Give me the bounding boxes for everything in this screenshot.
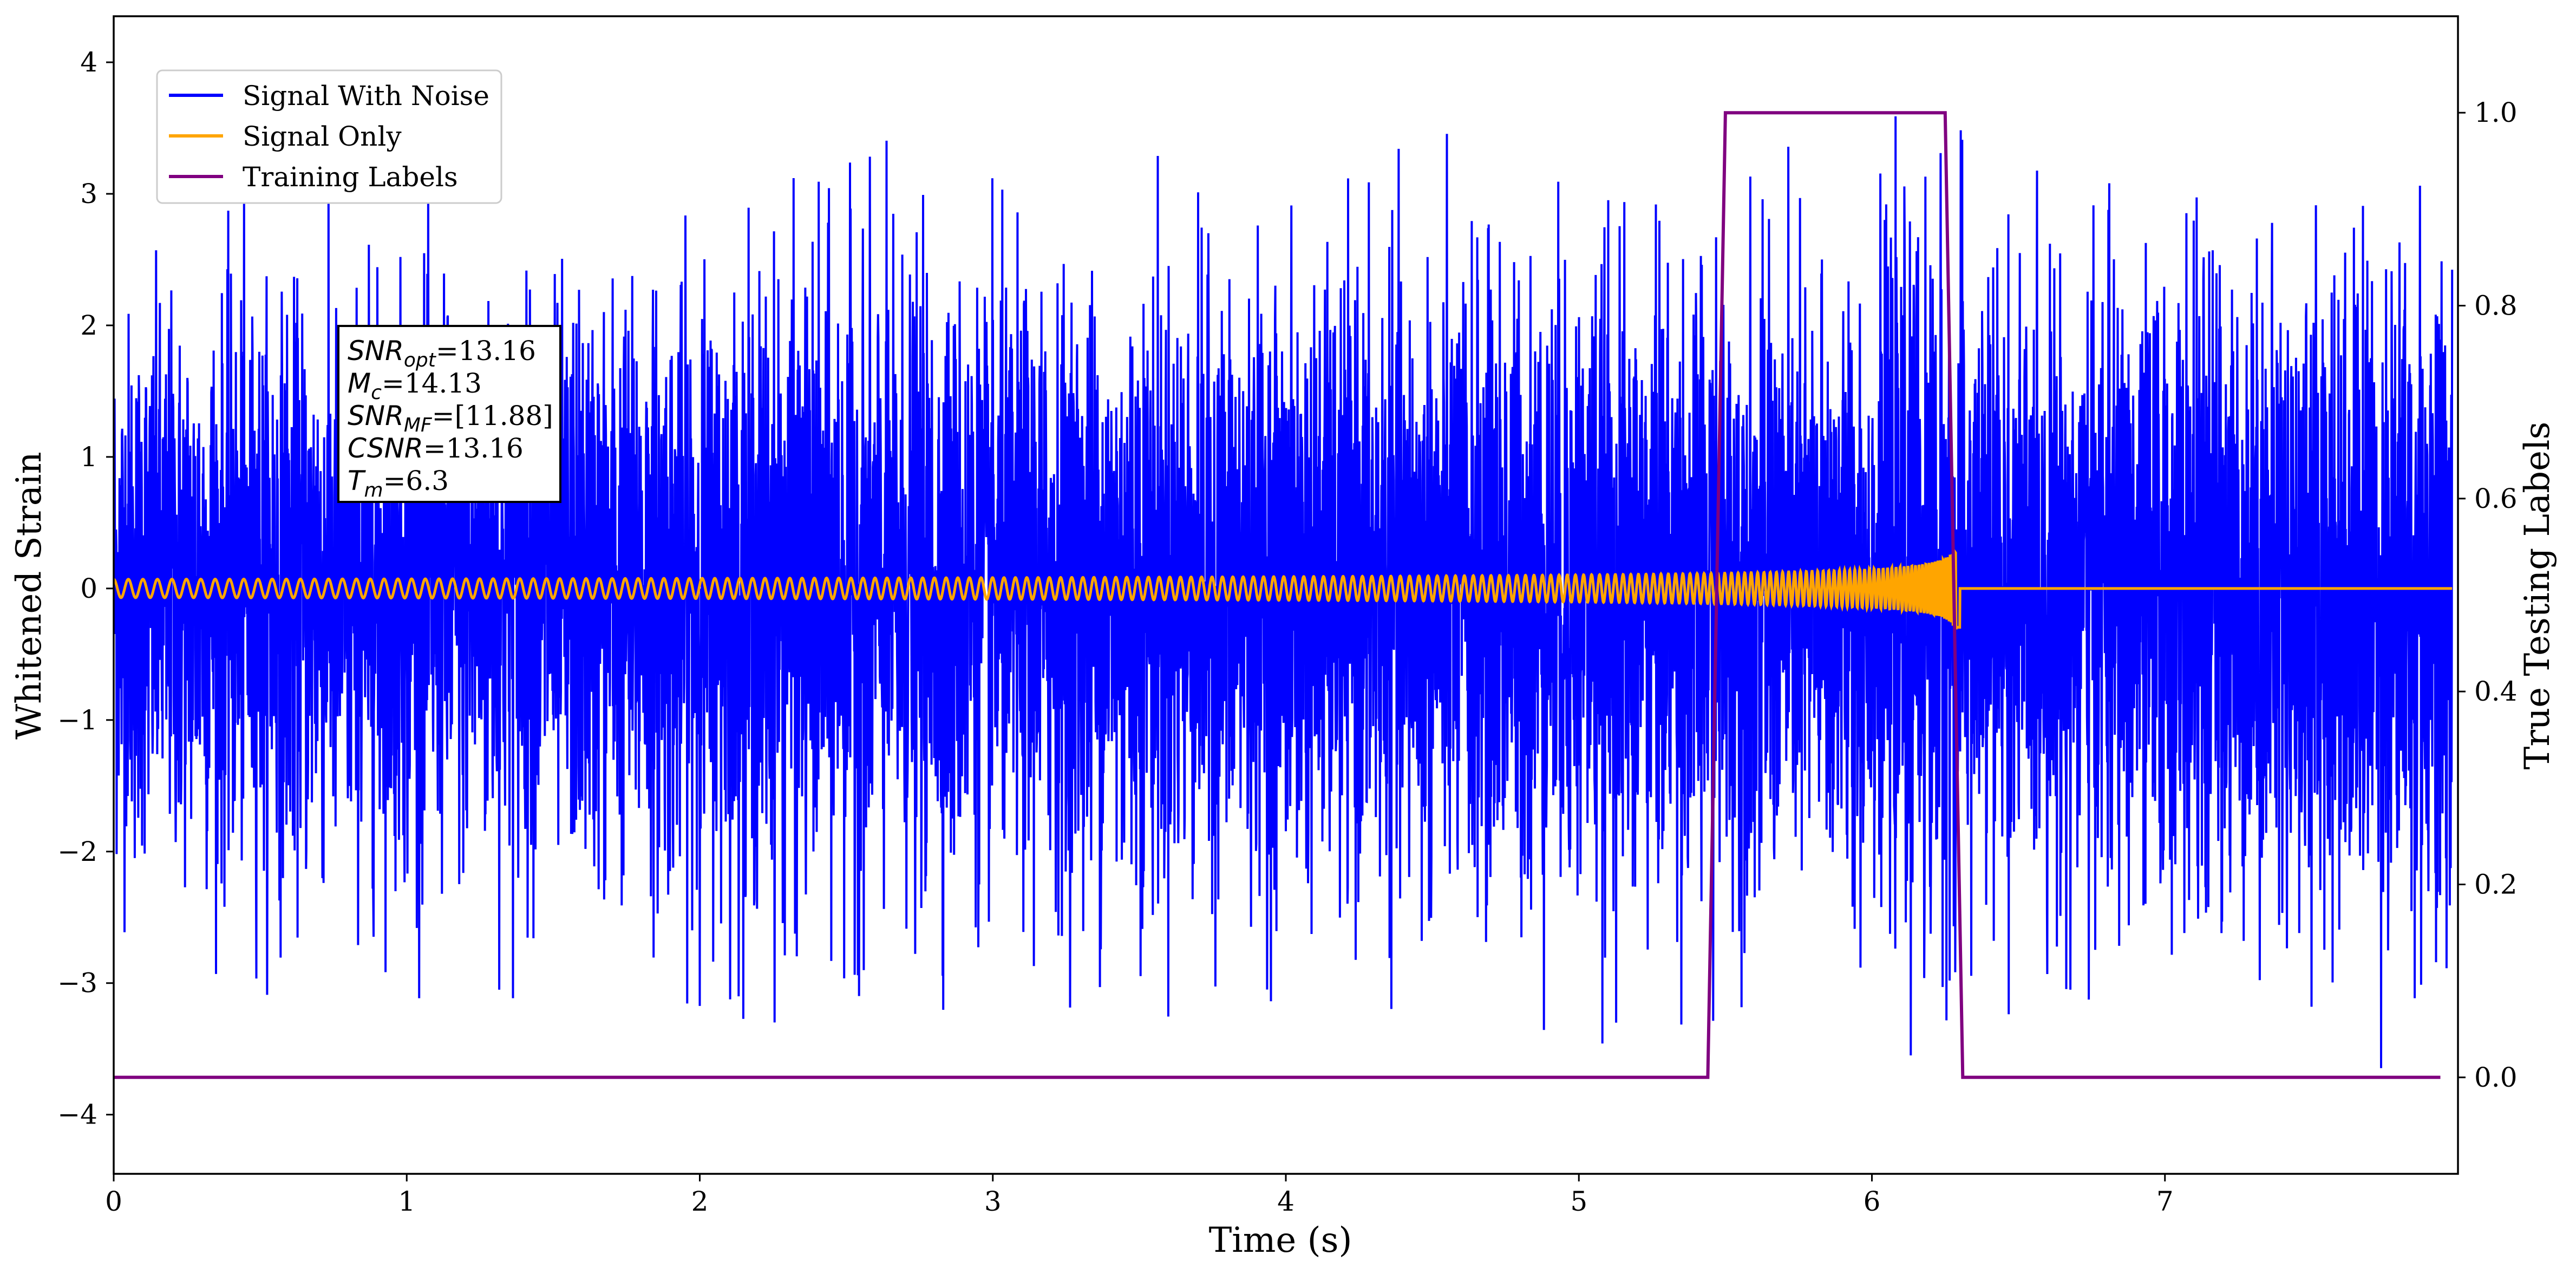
x-tick-label: 2 [691, 1186, 709, 1217]
plot-area [114, 111, 2454, 1079]
y-tick-label: 4 [80, 47, 97, 78]
x-tick-label: 0 [105, 1186, 122, 1217]
legend-label-training-labels: Training Labels [243, 161, 458, 193]
snr-annotation-box: SNRopt=13.16Mc=14.13SNRMF=[11.88]CSNR=13… [337, 325, 561, 503]
y-tick-label: 3 [80, 178, 97, 210]
y-tick-label: −4 [57, 1099, 97, 1131]
y-right-tick-label: 0.2 [2474, 869, 2518, 900]
x-tick-label: 7 [2156, 1186, 2174, 1217]
x-tick-label: 1 [398, 1186, 415, 1217]
y-right-tick-label: 0.4 [2474, 676, 2518, 707]
x-axis-ticks: 0 1 2 3 4 5 6 7 [105, 1174, 2174, 1217]
x-tick-label: 6 [1864, 1186, 1881, 1217]
legend-box [156, 69, 502, 204]
annotation-line: CSNR=13.16 [348, 433, 524, 464]
y-tick-label: 1 [80, 441, 97, 473]
y-tick-label: −3 [57, 968, 97, 999]
training-labels-line [114, 111, 2441, 1079]
x-tick-label: 3 [984, 1186, 1002, 1217]
x-tick-label: 4 [1277, 1186, 1294, 1217]
y-right-tick-label: 0.8 [2474, 290, 2518, 322]
x-axis-title: Time (s) [1209, 1220, 1352, 1260]
x-tick-label: 5 [1570, 1186, 1587, 1217]
legend: Signal With Noise Signal Only Training L… [156, 69, 502, 204]
y-axis-right-title: True Testing Labels [2518, 422, 2558, 770]
y-tick-label: 0 [80, 573, 97, 604]
annotation-line: Tm=6.3 [348, 465, 449, 501]
y-right-tick-label: 0.6 [2474, 483, 2518, 514]
annotation-line: Mc=14.13 [348, 368, 482, 404]
y-axis-left-ticks: −4 −3 −2 −1 0 1 2 3 4 [57, 47, 114, 1131]
y-right-tick-label: 1.0 [2474, 97, 2518, 128]
y-axis-right-ticks: 0.0 0.2 0.4 0.6 0.8 1.0 [2458, 97, 2518, 1093]
y-tick-label: −2 [57, 836, 97, 867]
legend-label-signal-only: Signal Only [243, 121, 402, 152]
annotation-line: SNRMF=[11.88] [348, 400, 553, 436]
annotation-line: SNRopt=13.16 [348, 335, 536, 371]
y-axis-title: Whitened Strain [9, 452, 49, 739]
y-tick-label: 2 [80, 310, 97, 341]
y-right-tick-label: 0.0 [2474, 1062, 2518, 1093]
signal-only-line [114, 548, 2453, 630]
annotation-frame [337, 325, 561, 503]
y-tick-label: −1 [57, 704, 97, 736]
legend-label-signal-with-noise: Signal With Noise [243, 80, 489, 112]
